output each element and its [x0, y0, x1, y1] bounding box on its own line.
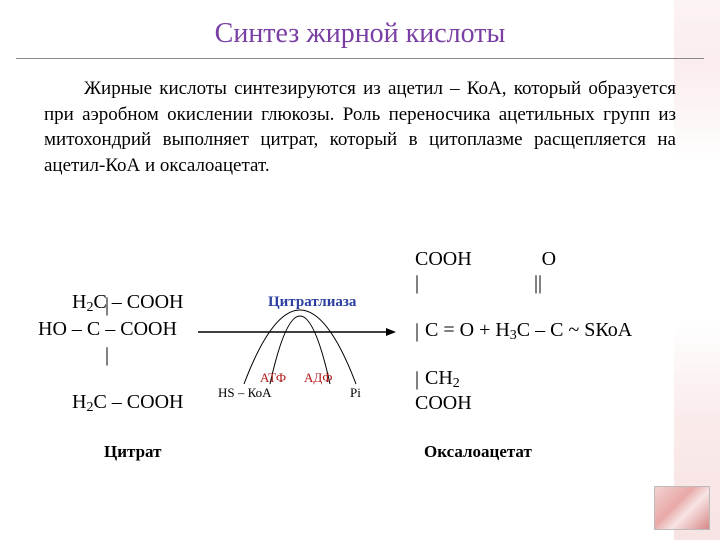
oxalo-line6: |	[410, 368, 419, 391]
oxalo-line1: СООН О	[410, 248, 556, 271]
oxalo-line2: | ||	[410, 272, 542, 295]
citrate-caption: Цитрат	[104, 442, 161, 462]
cofactor-hskoa: НS – КоА	[218, 385, 272, 401]
oxalo-line4: |	[410, 320, 419, 343]
oxalo-line7: СООН	[410, 392, 472, 415]
oxalo-line3: С = О + Н3С – С ~ SКоА	[410, 296, 632, 344]
oxaloacetate-caption: Оксалоацетат	[424, 442, 532, 462]
enzyme-label: Цитратлиаза	[268, 294, 356, 311]
thumbnail-image	[654, 486, 710, 530]
cofactor-atp: АТФ	[260, 370, 286, 386]
cofactor-adp: АДФ	[304, 370, 333, 386]
cofactor-pi: Рi	[350, 385, 361, 401]
